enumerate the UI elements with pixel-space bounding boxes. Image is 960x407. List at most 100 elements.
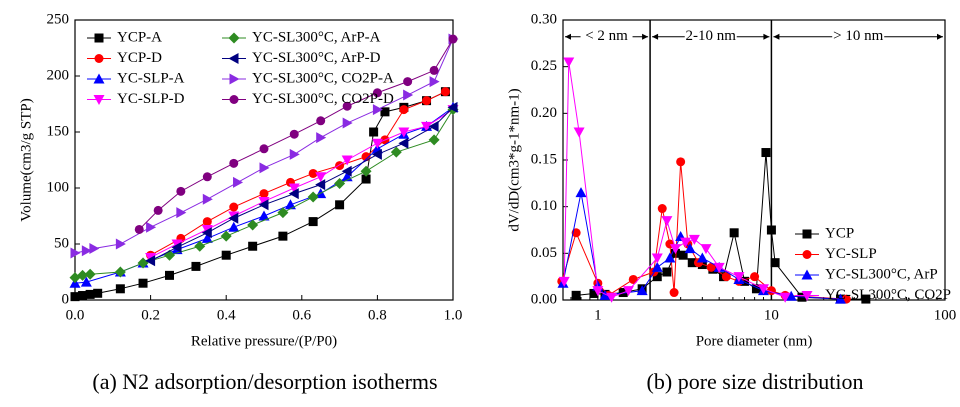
marker [779,292,791,303]
marker [447,101,458,113]
marker [229,95,239,104]
series-line [150,107,454,262]
marker [288,183,300,194]
marker [750,272,760,282]
marker [308,168,318,178]
marker [176,186,186,196]
caption: (b) pore size distribution [647,369,864,394]
marker [93,288,103,298]
marker [93,73,105,84]
marker [713,262,725,273]
marker [191,261,201,271]
y-tick-label: 0.15 [531,151,557,167]
marker [247,219,259,231]
region-label: 2-10 nm [686,28,737,44]
marker [801,291,813,301]
marker [228,53,239,64]
marker [70,292,80,302]
marker [259,144,269,154]
marker [706,262,716,272]
marker [308,217,318,227]
marker [81,245,92,257]
marker [334,178,346,190]
marker [361,174,371,184]
x-axis-label: Relative pressure/(P/P0) [191,333,337,349]
marker [89,242,100,254]
marker [802,250,812,259]
marker [761,148,771,158]
marker [421,121,433,132]
marker [428,134,440,146]
marker [220,230,232,242]
marker [661,216,673,227]
marker [440,87,450,97]
y-axis-label: Volume(cm3/g STP) [18,98,34,221]
marker [202,217,212,227]
marker [360,165,372,177]
marker [288,188,299,200]
x-tick-label: 10 [764,307,779,323]
marker [335,200,345,210]
legend-label: YC-SL300°C, CO2P-D [252,91,394,107]
series-line [74,38,454,254]
marker [307,191,319,203]
marker [770,258,780,268]
marker [201,227,212,239]
marker [403,89,414,101]
marker [422,96,432,106]
legend-label: YCP-D [117,50,162,66]
y-tick-label: 0.00 [531,291,557,307]
marker [194,240,206,252]
marker [403,77,413,87]
marker [80,276,92,287]
marker [575,187,587,198]
marker [662,267,672,277]
marker [228,32,240,44]
marker [341,165,352,177]
marker [398,127,410,138]
marker [380,107,390,117]
marker [834,293,846,304]
marker [138,278,148,288]
marker [284,199,296,210]
marker [687,258,697,268]
marker [259,162,270,174]
legend-label: YC-SL300°C, ArP-A [252,29,381,45]
y-tick-label: 100 [47,179,70,195]
marker [316,116,326,126]
y-tick-label: 0 [62,291,70,307]
marker [399,105,409,115]
marker [278,231,288,241]
marker [372,88,382,98]
marker [676,157,686,167]
marker [371,148,382,160]
marker [115,284,125,294]
marker [289,129,299,139]
marker [289,148,300,160]
marker [137,257,149,269]
y-tick-label: 0.25 [531,58,557,74]
marker [801,269,813,280]
y-tick-label: 50 [54,235,69,251]
x-tick-label: 0.8 [368,307,387,323]
marker [429,76,440,88]
marker [622,286,634,297]
marker [563,57,575,68]
legend-label: YCP-A [117,29,162,45]
marker [592,286,604,297]
marker [684,243,696,254]
marker [342,101,352,111]
marker [248,241,258,251]
legend-label: YCP [825,225,854,241]
region-label: < 2 nm [585,28,628,44]
region-label: > 10 nm [833,28,883,44]
marker [342,117,353,129]
x-tick-label: 0.6 [292,307,311,323]
marker [429,65,439,75]
legend-label: YC-SL300°C, ArP-D [252,50,381,66]
marker [258,199,269,211]
marker [229,73,240,85]
marker [171,241,182,253]
label-bg [832,27,885,46]
